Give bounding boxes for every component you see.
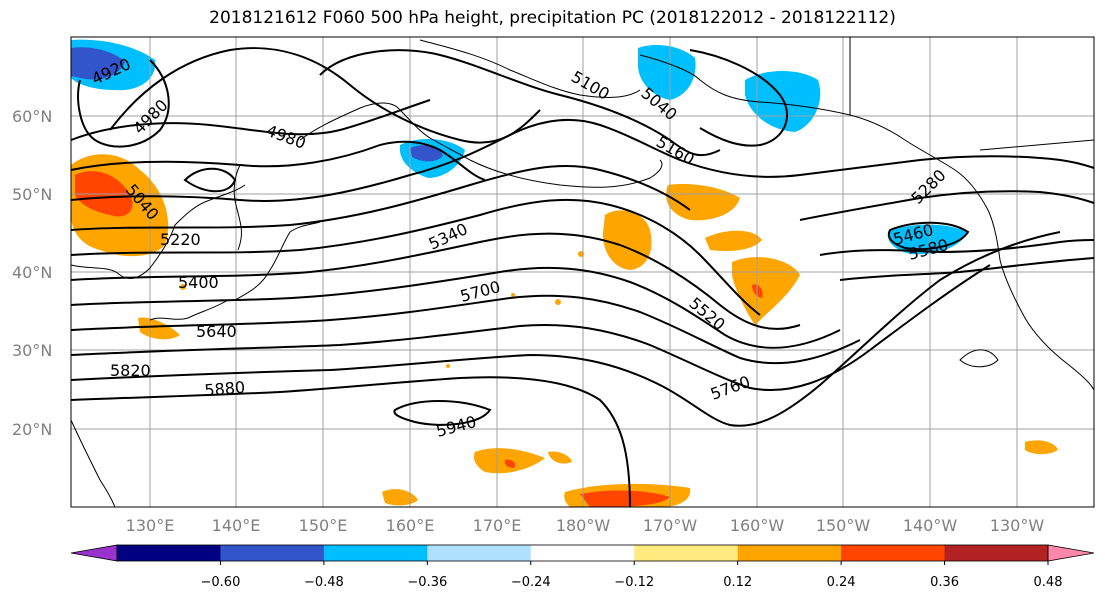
lat-label: 40°N [12, 263, 52, 282]
colorbar-segment [634, 545, 739, 561]
precip-positive-shading [71, 154, 1058, 507]
colorbar-segment [323, 545, 428, 561]
height-contours [70, 47, 1095, 508]
colorbar-extend-low [70, 544, 118, 562]
lon-label: 170°W [643, 516, 698, 535]
contour-label-5640: 5640 [196, 322, 237, 341]
contour-label-5400: 5400 [178, 273, 219, 292]
colorbar-segments [117, 545, 1049, 561]
colorbar-segment [117, 545, 221, 561]
lon-label: 160°E [386, 516, 435, 535]
contour-label-5820: 5820 [110, 361, 151, 380]
latitude-labels: 60°N 50°N 40°N 30°N 20°N [12, 107, 52, 439]
colorbar-extend-high [1047, 544, 1095, 562]
lon-label: 180°W [556, 516, 611, 535]
lat-label: 60°N [12, 107, 52, 126]
graticule [71, 37, 1094, 507]
contour-label-5220: 5220 [160, 230, 201, 249]
colorbar-segment [530, 545, 635, 561]
colorbar-tick-label: −0.12 [614, 575, 654, 590]
longitude-labels: 130°E 140°E 150°E 160°E 170°E 180°W 170°… [126, 516, 1045, 535]
colorbar-segment [841, 545, 946, 561]
lon-label: 170°E [473, 516, 522, 535]
colorbar-tick-label: 0.12 [723, 575, 752, 590]
colorbar-tick-label: −0.24 [511, 575, 551, 590]
contour-label-5880: 5880 [204, 378, 246, 400]
lon-label: 130°W [990, 516, 1045, 535]
lat-label: 50°N [12, 185, 52, 204]
lon-label: 150°E [299, 516, 348, 535]
lon-label: 140°W [903, 516, 958, 535]
colorbar-ticks: −0.60 −0.48 −0.36 −0.24 −0.12 0.12 0.24 0.36 0.4… [201, 561, 1063, 590]
colorbar-segment [737, 545, 842, 561]
coastlines [70, 37, 1095, 508]
colorbar-tick-label: −0.60 [201, 575, 241, 590]
lat-label: 30°N [12, 341, 52, 360]
lat-label: 20°N [12, 420, 52, 439]
map-frame [70, 36, 1095, 508]
colorbar-outline [116, 544, 1049, 562]
colorbar-segment [427, 545, 532, 561]
colorbar-tick-label: 0.48 [1034, 575, 1063, 590]
colorbar: −0.60 −0.48 −0.36 −0.24 −0.12 0.12 0.24 0.36 0.4… [70, 544, 1095, 590]
lon-label: 130°E [126, 516, 175, 535]
colorbar-tick-label: 0.36 [930, 575, 959, 590]
colorbar-segment [220, 545, 325, 561]
lon-label: 150°W [816, 516, 871, 535]
colorbar-tick-label: −0.48 [304, 575, 344, 590]
colorbar-tick-label: 0.24 [827, 575, 856, 590]
colorbar-segment [944, 545, 1049, 561]
map-title: 2018121612 F060 500 hPa height, precipit… [209, 8, 896, 28]
lon-label: 160°W [730, 516, 785, 535]
lon-label: 140°E [212, 516, 261, 535]
colorbar-tick-label: −0.36 [407, 575, 447, 590]
